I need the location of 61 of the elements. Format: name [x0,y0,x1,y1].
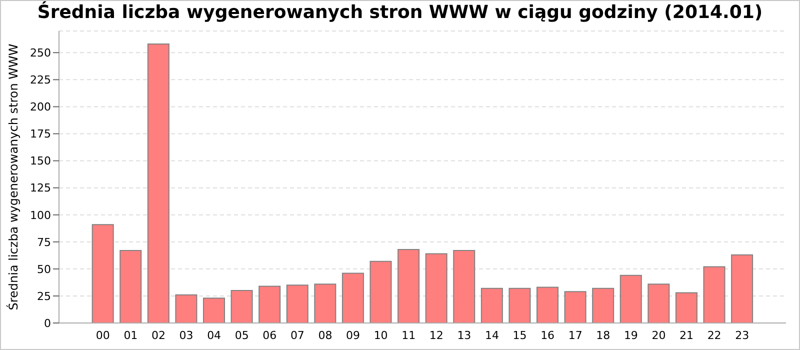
bar [92,224,114,323]
y-tick-label: 75 [37,236,51,249]
x-tick-label: 09 [346,328,360,342]
x-tick-label: 08 [318,328,332,342]
x-tick-label: 00 [96,328,110,342]
x-tick-label: 03 [179,328,194,342]
x-tick-label: 06 [262,328,277,342]
bar [731,254,754,323]
bar [175,294,198,323]
x-tick-label: 21 [680,328,694,342]
y-tick-label: 150 [30,154,51,168]
x-tick-label: 05 [234,328,249,342]
bar [398,248,420,323]
x-tick-label: 01 [124,328,138,342]
bar [203,298,225,323]
bar [230,290,253,323]
bar [564,291,586,323]
y-tick-label: 250 [30,46,51,60]
x-tick-label: 14 [484,328,499,342]
bar [480,288,503,323]
bar [620,274,642,323]
y-tick-label: 225 [30,74,51,87]
bar [342,272,364,323]
bar [147,43,170,323]
x-tick-label: 22 [707,328,722,342]
bar [286,284,308,323]
y-tick-label: 25 [37,290,51,303]
x-tick-label: 04 [207,328,222,342]
bar [592,288,614,323]
x-tick-label: 10 [374,328,388,342]
bar [370,260,392,323]
y-tick-label: 50 [37,262,51,276]
y-tick-label: 200 [30,100,51,114]
bar [425,253,448,323]
x-tick-label: 17 [568,328,582,342]
bar [675,292,698,323]
x-tick-label: 18 [596,328,610,342]
x-tick-label: 15 [512,328,527,342]
bar [508,288,531,323]
bar [703,266,726,323]
y-axis-title: Średnia liczba wygenerowanych stron WWW [5,44,20,310]
x-tick-label: 23 [735,328,750,342]
bar [314,284,336,323]
x-tick-label: 19 [624,328,638,342]
x-tick-label: 16 [540,328,555,342]
x-tick-label: 13 [457,328,472,342]
x-tick-label: 12 [429,328,444,342]
bar [648,284,670,323]
bar [258,286,281,323]
bar [536,286,558,323]
x-tick-label: 20 [652,328,666,342]
chart-title: Średnia liczba wygenerowanych stron WWW w ciągu godziny (2014.01) [36,1,764,25]
bar [453,250,476,323]
y-tick-label: 125 [30,182,51,195]
x-tick-label: 11 [402,328,416,342]
x-tick-label: 02 [151,328,166,342]
bar [120,250,142,323]
y-tick-label: 0 [44,316,51,330]
y-tick-label: 100 [30,208,51,222]
x-tick-label: 07 [290,328,304,342]
y-tick-label: 175 [30,128,51,141]
